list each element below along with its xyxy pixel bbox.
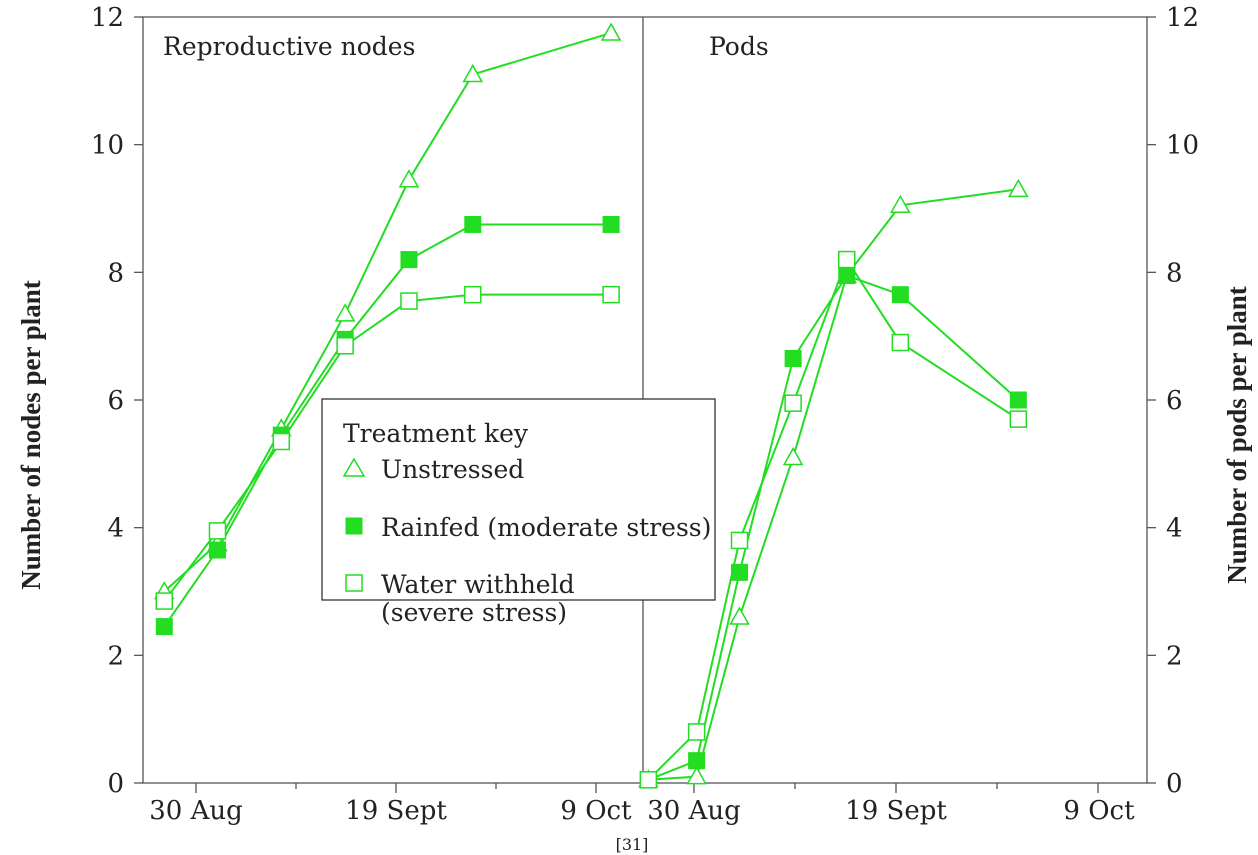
legend-label: Rainfed (moderate stress) [381,513,711,542]
data-point-open-square [400,292,418,310]
left-y-tick-label: 6 [107,386,124,416]
left-axis-label: Number of nodes per plant [16,280,46,590]
left-y-tick-label: 4 [107,514,124,544]
legend-filled-square-icon [345,517,363,535]
left-y-tick-label: 12 [91,3,124,33]
right-y-tick-label: 12 [1166,3,1199,33]
data-point-filled-square [1009,391,1027,409]
x-tick-label: 30 Aug [149,796,243,826]
legend-box [321,398,716,601]
left-y-tick-label: 10 [91,131,124,161]
x-tick-label: 30 Aug [647,796,741,826]
left-y-tick-label: 0 [107,769,124,799]
data-point-triangle [686,766,707,785]
data-point-triangle [782,446,804,466]
data-point-filled-square [838,267,856,285]
data-point-open-square [464,285,482,304]
panel-title: Pods [709,32,769,61]
right-y-tick-label: 0 [1166,769,1183,799]
plot-root: 0 0 2 2 4 4 6 6 8 8 10 10 12 12 Reproductive nodes 30 A… [91,3,1199,826]
left-y-tick-label: 2 [107,641,124,671]
data-point-filled-square [891,286,909,304]
legend-open-square-icon [345,574,363,592]
x-tick-label: 9 Oct [560,796,632,826]
data-point-filled-square [400,251,418,269]
data-point-open-square [155,592,174,610]
right-y-tick-label: 10 [1166,131,1199,161]
series-markers [639,250,1028,789]
data-point-filled-square [602,215,620,233]
data-point-open-square [1009,410,1028,428]
legend-label-line2: (severe stress) [381,598,567,627]
data-point-open-square [891,333,910,352]
data-point-open-square [272,432,291,451]
x-tick-label: 19 Sept [845,796,947,826]
data-point-open-square [687,723,706,741]
data-point-filled-square [784,350,802,368]
data-point-open-square [208,522,227,540]
right-y-tick-label: 2 [1166,641,1183,671]
data-point-filled-square [688,752,706,770]
data-point-triangle [1008,178,1029,198]
right-y-tick-label: 8 [1166,258,1183,288]
right-axis-label: Number of pods per plant [1222,286,1252,584]
footnote: [31] [616,835,649,854]
data-point-open-square [639,771,658,789]
data-point-open-square [730,531,749,550]
legend-triangle-icon [342,457,366,477]
data-point-open-square [602,285,620,304]
right-y-tick-label: 6 [1166,386,1183,416]
legend-label: Unstressed [381,455,524,484]
data-point-triangle [334,303,356,322]
data-point-open-square [837,250,856,269]
right-y-tick-label: 4 [1166,514,1183,544]
x-tick-label: 19 Sept [345,796,447,826]
series-markers [155,285,620,610]
data-point-open-square [784,394,802,412]
data-point-filled-square [208,541,226,559]
data-point-filled-square [464,215,482,233]
left-y-tick-label: 8 [107,258,124,288]
data-point-open-square [336,336,354,355]
data-point-filled-square [155,618,173,636]
panel-title: Reproductive nodes [163,32,415,61]
data-point-triangle [462,63,484,83]
data-point-triangle [600,22,622,41]
data-point-triangle [890,194,911,214]
legend-title: Treatment key [343,419,529,448]
data-point-triangle [398,169,420,188]
x-tick-label: 9 Oct [1063,796,1135,826]
legend: Treatment key Unstressed Rainfed (moderate… [321,398,716,627]
data-point-filled-square [731,563,749,581]
data-point-triangle [729,606,750,625]
legend-label: Water withheld [381,570,575,599]
